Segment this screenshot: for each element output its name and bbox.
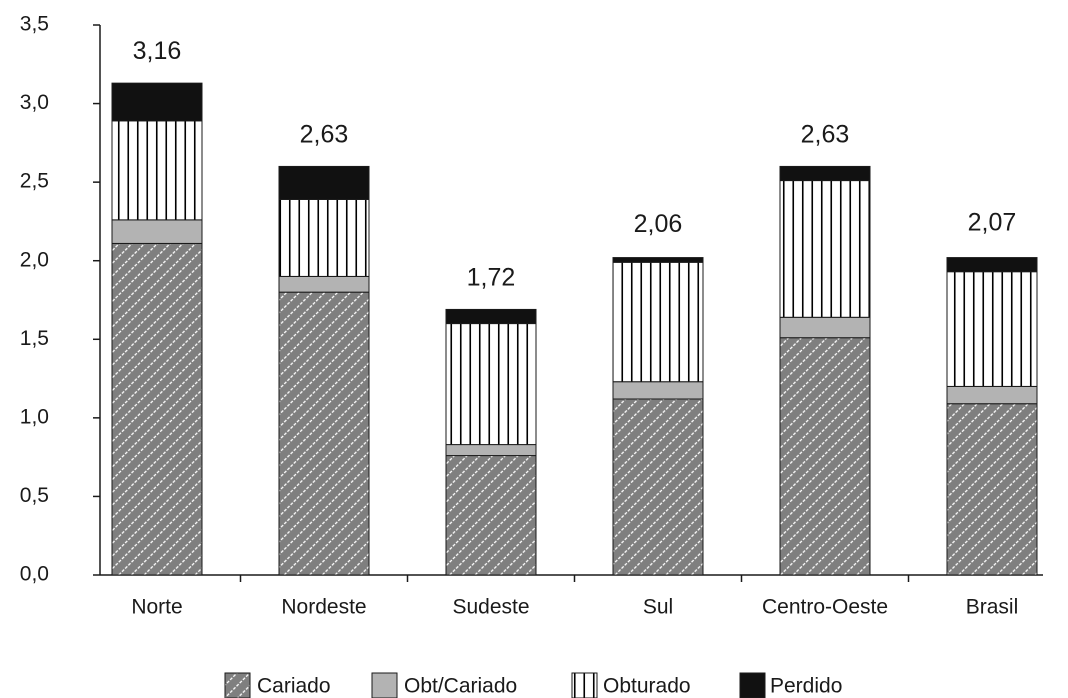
bar-segment [278, 165, 370, 200]
bar-segment [946, 385, 1038, 405]
bar-segment [111, 242, 203, 576]
bar-segment [612, 381, 704, 400]
legend-label: Obturado [603, 675, 691, 698]
total-label: 1,72 [467, 263, 516, 291]
bar-segment [111, 82, 203, 122]
bar-segment [612, 257, 704, 263]
total-label: 2,06 [634, 210, 683, 238]
total-label: 2,07 [968, 208, 1017, 236]
bar-segment [779, 316, 871, 339]
legend-swatch [224, 672, 251, 698]
bar-segment [612, 398, 704, 576]
x-tick-label: Nordeste [281, 596, 366, 619]
bar-segment [111, 120, 203, 221]
legend-swatch [739, 672, 766, 698]
bar-segment [612, 261, 704, 383]
y-tick-label: 2,0 [20, 248, 49, 271]
legend-swatch [371, 672, 398, 698]
y-tick-label: 0,5 [20, 484, 49, 507]
x-tick-label: Sudeste [452, 596, 529, 619]
bar-segment [779, 165, 871, 182]
legend-label: Cariado [257, 675, 331, 698]
legend-label: Perdido [770, 675, 842, 698]
bar-segment [946, 271, 1038, 387]
x-tick-label: Norte [131, 596, 182, 619]
y-tick-label: 1,5 [20, 327, 49, 350]
bar-segment [445, 455, 537, 576]
bar-segment [445, 323, 537, 446]
bar-segment [779, 180, 871, 318]
x-tick-label: Centro-Oeste [762, 596, 888, 619]
y-tick-label: 3,5 [20, 13, 49, 36]
y-tick-label: 2,5 [20, 170, 49, 193]
bar-segment [278, 275, 370, 293]
y-tick-label: 0,0 [20, 563, 49, 586]
bar-segment [445, 444, 537, 457]
bar-segment [111, 219, 203, 244]
x-tick-label: Sul [643, 596, 673, 619]
bar-segment [779, 337, 871, 576]
total-label: 2,63 [801, 120, 850, 148]
total-label: 2,63 [300, 120, 349, 148]
bar-segment [278, 198, 370, 277]
total-label: 3,16 [133, 37, 182, 65]
legend-swatch [571, 672, 598, 698]
bar-segment [946, 257, 1038, 273]
bar-segment [445, 308, 537, 325]
legend-label: Obt/Cariado [404, 675, 517, 698]
bar-segment [946, 403, 1038, 576]
x-tick-label: Brasil [966, 596, 1019, 619]
bar-segment [278, 291, 370, 576]
y-tick-label: 1,0 [20, 405, 49, 428]
y-tick-label: 3,0 [20, 91, 49, 114]
